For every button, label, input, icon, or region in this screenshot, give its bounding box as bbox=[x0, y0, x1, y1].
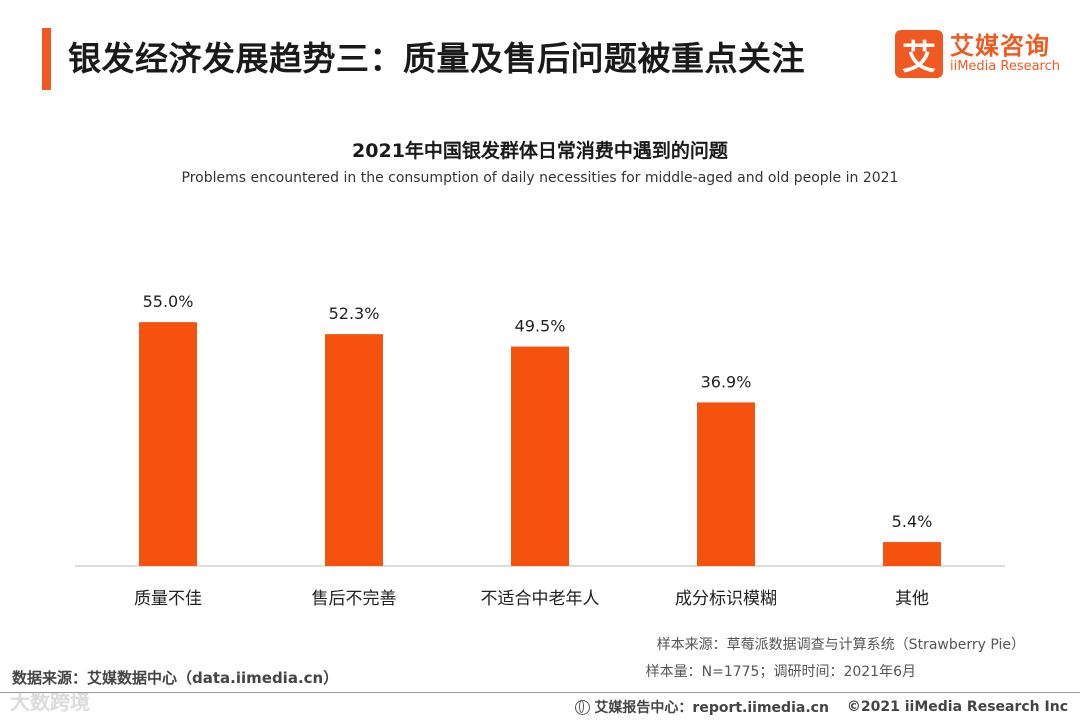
report-center-link[interactable]: 艾媒报告中心：report.iimedia.cn bbox=[594, 700, 829, 716]
logo-text: 艾媒咨询 iiMedia Research bbox=[950, 33, 1060, 75]
bar bbox=[883, 542, 941, 566]
data-label: 49.5% bbox=[515, 317, 566, 336]
category-label: 质量不佳 bbox=[134, 589, 202, 609]
title-accent-bar bbox=[42, 28, 51, 90]
data-label: 5.4% bbox=[892, 512, 933, 531]
watermark: 大数跨境 bbox=[10, 690, 90, 714]
category-label: 成分标识模糊 bbox=[675, 589, 777, 609]
data-label: 36.9% bbox=[701, 372, 752, 391]
category-label: 其他 bbox=[895, 589, 929, 609]
bar bbox=[139, 322, 197, 566]
copyright: ©2021 iiMedia Research Inc bbox=[846, 699, 1068, 715]
data-label: 52.3% bbox=[329, 304, 380, 323]
category-label: 售后不完善 bbox=[312, 589, 397, 609]
globe-icon bbox=[575, 699, 591, 715]
data-source-note: 数据来源：艾媒数据中心（data.iimedia.cn） bbox=[12, 669, 339, 687]
page-title: 银发经济发展趋势三：质量及售后问题被重点关注 bbox=[68, 39, 805, 78]
data-label: 55.0% bbox=[143, 292, 194, 311]
bar bbox=[697, 402, 755, 566]
sample-source-note: 样本来源：草莓派数据调查与计算系统（Strawberry Pie） bbox=[656, 637, 1025, 653]
logo-cn: 艾媒咨询 bbox=[949, 32, 1050, 60]
bar bbox=[325, 334, 383, 566]
logo-mark-icon: 艾 bbox=[894, 30, 943, 78]
sample-size-note: 样本量：N=1775；调研时间：2021年6月 bbox=[645, 664, 916, 680]
chart-subtitle: Problems encountered in the consumption … bbox=[181, 170, 899, 186]
footer: 艾媒报告中心：report.iimedia.cn ©2021 iiMedia R… bbox=[575, 697, 1068, 717]
bar bbox=[511, 346, 569, 566]
logo-en: iiMedia Research bbox=[949, 59, 1060, 74]
footer-divider bbox=[0, 692, 1080, 693]
chart-title: 2021年中国银发群体日常消费中遇到的问题 bbox=[352, 140, 728, 162]
iimedia-logo: 艾 艾媒咨询 iiMedia Research bbox=[894, 30, 1060, 78]
category-label: 不适合中老年人 bbox=[481, 589, 600, 609]
